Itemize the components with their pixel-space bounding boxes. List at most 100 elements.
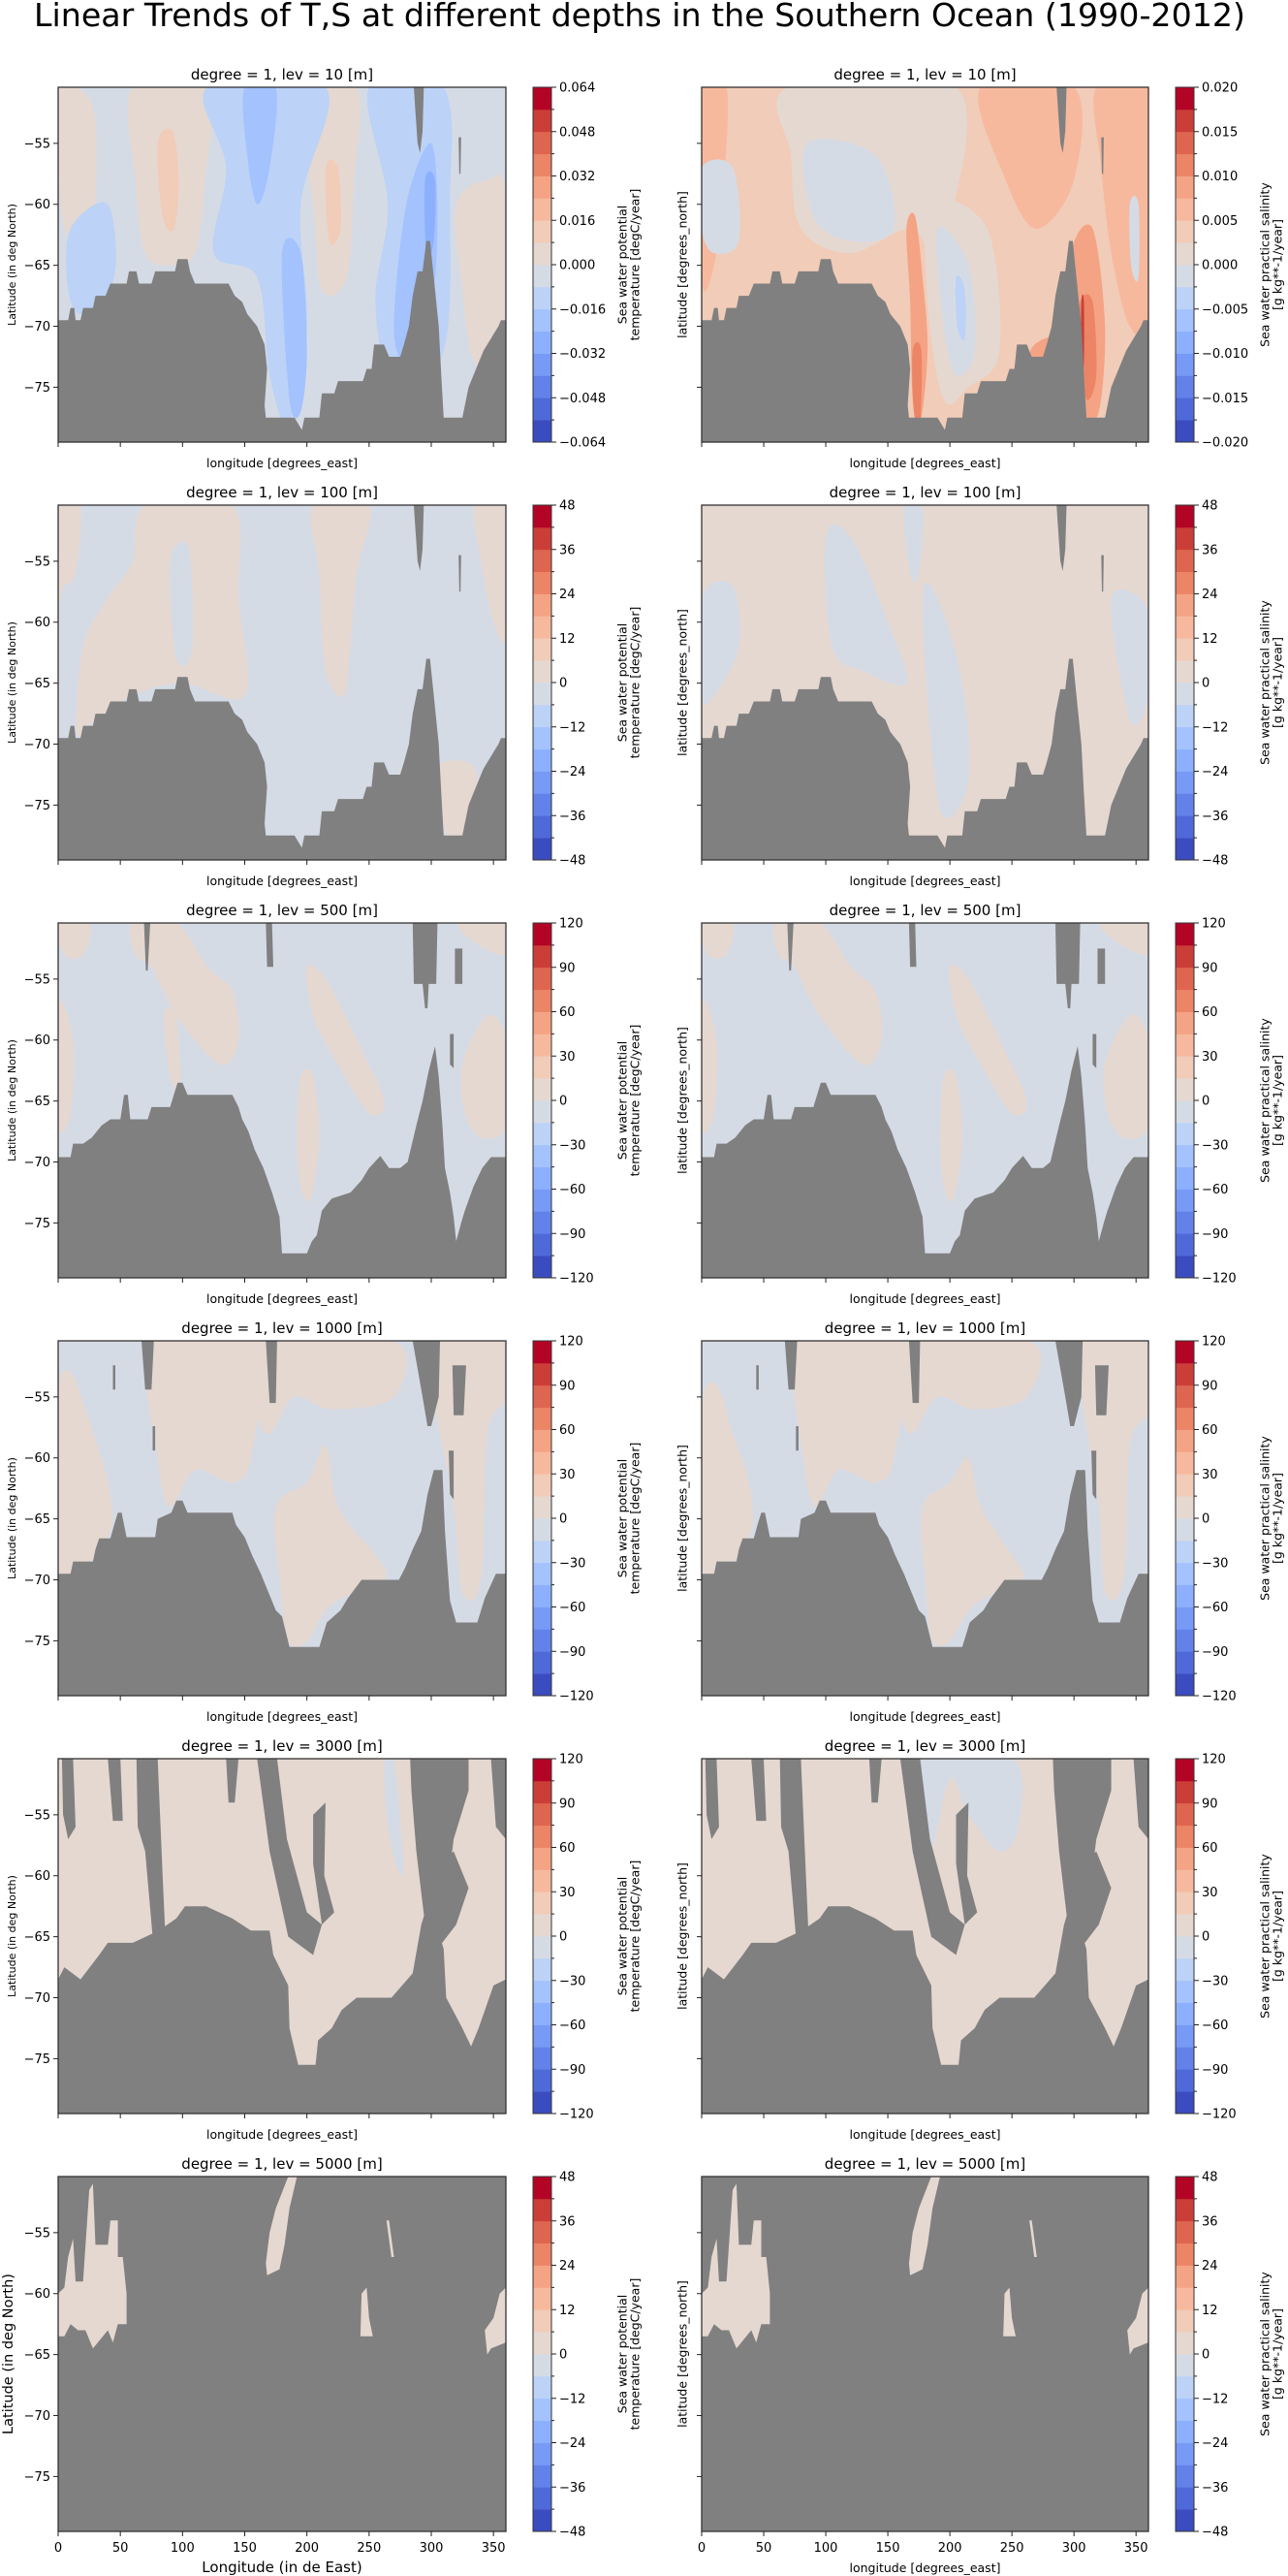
colorbar-band — [533, 1233, 551, 1256]
colorbar-tick-label: 36 — [1202, 2214, 1218, 2229]
x-axis-label: longitude [degrees_east] — [206, 2127, 358, 2142]
y-axis-label: latitude [degrees_north] — [675, 1862, 690, 2010]
land-mask-ridge — [141, 1341, 154, 1390]
land-mask-ridge — [412, 923, 438, 1008]
trend-contour-region — [246, 1341, 407, 1434]
x-tick-label: 0 — [698, 2541, 706, 2556]
colorbar-band — [533, 2024, 551, 2048]
panel-salinity-3000m: degree = 1, lev = 3000 [m] longitude [deg… — [675, 1737, 1285, 2142]
colorbar-band — [1176, 1584, 1194, 1607]
colorbar-band — [1176, 1233, 1194, 1256]
colorbar-band — [1176, 1362, 1194, 1386]
colorbar-tick-label: −30 — [559, 1138, 585, 1153]
colorbar-band — [533, 1078, 551, 1101]
colorbar-band — [533, 815, 551, 839]
colorbar-band — [1176, 2242, 1194, 2266]
colorbar-band — [533, 838, 551, 861]
colorbar-tick-label: 120 — [1202, 1335, 1226, 1350]
map-area — [702, 1341, 1148, 1696]
colorbar-tick-label: 90 — [559, 1379, 576, 1393]
y-axis-label: Latitude (in deg North) — [6, 1875, 18, 1997]
colorbar-band — [533, 683, 551, 706]
x-tick-label: 50 — [756, 2541, 772, 2556]
land-mask-ridge — [458, 555, 461, 592]
trend-contour-region — [58, 923, 91, 959]
trend-contour-region — [702, 1000, 718, 1133]
panel-title: degree = 1, lev = 10 [m] — [833, 66, 1016, 83]
colorbar-band — [533, 2309, 551, 2333]
colorbar-tick-label: 60 — [559, 1005, 576, 1020]
colorbar-tick-label: 30 — [559, 1468, 576, 1482]
colorbar-band — [1176, 1341, 1194, 1364]
colorbar-band — [1176, 1629, 1194, 1652]
colorbar-band — [1176, 175, 1194, 199]
colorbar-band — [533, 704, 551, 728]
colorbar-label: [g kg**-1/year] — [1271, 637, 1285, 728]
colorbar-tick-label: 0 — [1202, 1930, 1209, 1945]
colorbar-band — [533, 2220, 551, 2244]
colorbar-tick-label: 12 — [1202, 632, 1218, 647]
colorbar-tick-label: −60 — [1202, 1183, 1228, 1197]
trend-contour-region — [978, 87, 1083, 229]
colorbar-band — [1176, 286, 1194, 310]
land-mask-antarctica — [58, 1470, 506, 1696]
colorbar-band — [1176, 1802, 1194, 1827]
colorbar-band — [533, 2442, 551, 2465]
colorbar-band — [1176, 1518, 1194, 1542]
colorbar-tick-label: −0.010 — [1202, 347, 1248, 362]
y-axis-label: latitude [degrees_north] — [675, 1027, 690, 1174]
colorbar-band — [533, 1847, 551, 1870]
colorbar-band — [1176, 2398, 1194, 2422]
trend-contour-region — [912, 342, 923, 429]
colorbar-band — [1176, 331, 1194, 354]
y-tick-label: −55 — [24, 2226, 50, 2241]
colorbar-band — [533, 1034, 551, 1057]
colorbar-band — [533, 944, 551, 969]
colorbar-label: Sea water practical salinity — [1258, 1018, 1272, 1183]
colorbar-band — [533, 793, 551, 816]
colorbar-tick-label: −30 — [1202, 1556, 1228, 1571]
colorbar-tick-label: −24 — [559, 765, 585, 779]
colorbar-tick-label: −90 — [559, 1645, 585, 1660]
colorbar-tick-label: −90 — [559, 2063, 585, 2078]
colorbar-tick-label: −36 — [1202, 2481, 1228, 2496]
colorbar-band — [533, 2398, 551, 2422]
colorbar-tick-label: 30 — [1202, 1886, 1218, 1900]
colorbar-label: Sea water potential — [615, 2295, 630, 2413]
colorbar-tick-label: −24 — [559, 2436, 585, 2451]
y-tick-label: −65 — [24, 259, 50, 273]
colorbar-tick-label: −120 — [559, 1272, 594, 1287]
map-area — [58, 1759, 506, 2114]
map-area — [702, 87, 1148, 442]
colorbar-tick-label: 30 — [1202, 1050, 1218, 1065]
colorbar-band — [533, 2354, 551, 2377]
x-tick-label: 300 — [1062, 2541, 1086, 2556]
colorbar-label: temperature [degC/year] — [628, 2278, 643, 2431]
colorbar-label: Sea water practical salinity — [1258, 1436, 1272, 1601]
colorbar-band — [533, 660, 551, 684]
trend-contour-region — [1100, 923, 1148, 956]
colorbar-band — [533, 2465, 551, 2488]
x-tick-label: 250 — [1000, 2541, 1024, 2556]
land-mask-ridge — [908, 1341, 921, 1404]
colorbar-label: Sea water potential — [615, 1877, 630, 1995]
trend-contour-region — [383, 1759, 403, 1877]
ocean-window — [485, 2287, 506, 2355]
ocean-window — [58, 2183, 127, 2349]
colorbar-tick-label: 24 — [559, 2259, 576, 2274]
colorbar-band — [1176, 1056, 1194, 1079]
ocean-window — [386, 2220, 394, 2257]
colorbar-band — [533, 2265, 551, 2288]
colorbar-band — [533, 109, 551, 133]
trend-contour-region — [297, 1068, 320, 1202]
colorbar-band — [1176, 771, 1194, 794]
trend-contour-region — [1078, 1341, 1148, 1601]
y-tick-label: −75 — [24, 1217, 50, 1231]
colorbar-band — [1176, 1892, 1194, 1915]
ocean-window — [1029, 2220, 1037, 2257]
colorbar-band — [533, 2198, 551, 2222]
ocean-window — [266, 2177, 298, 2275]
colorbar-tick-label: 12 — [559, 2304, 576, 2318]
x-axis-label: longitude [degrees_east] — [850, 1709, 1001, 1724]
colorbar-band — [533, 1869, 551, 1892]
